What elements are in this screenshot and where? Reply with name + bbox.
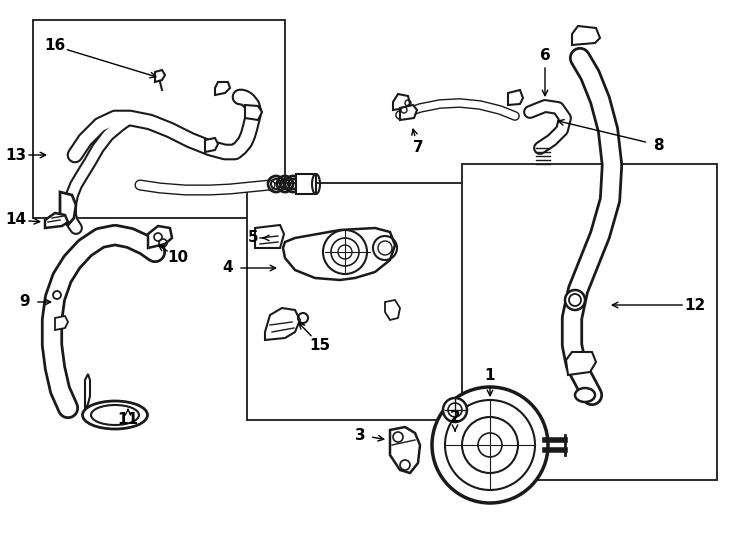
Polygon shape [390, 427, 420, 473]
Circle shape [400, 460, 410, 470]
Polygon shape [45, 213, 68, 228]
Polygon shape [245, 105, 262, 120]
Circle shape [569, 294, 581, 306]
Polygon shape [393, 94, 410, 110]
Polygon shape [155, 70, 165, 82]
Text: 15: 15 [310, 338, 330, 353]
Circle shape [478, 433, 502, 457]
Ellipse shape [82, 401, 148, 429]
Text: 11: 11 [117, 413, 139, 428]
Ellipse shape [91, 405, 139, 425]
Polygon shape [296, 174, 316, 194]
Bar [462, 164, 717, 480]
Polygon shape [60, 192, 76, 225]
Circle shape [393, 432, 403, 442]
Polygon shape [255, 225, 284, 248]
Text: 12: 12 [684, 298, 705, 313]
Circle shape [432, 387, 548, 503]
Text: 16: 16 [44, 38, 65, 53]
Text: 8: 8 [653, 138, 664, 152]
Circle shape [53, 291, 61, 299]
Text: 5: 5 [247, 231, 258, 246]
Text: 13: 13 [5, 147, 26, 163]
Text: 1: 1 [484, 368, 495, 382]
Polygon shape [385, 300, 400, 320]
Circle shape [462, 417, 518, 473]
Text: 9: 9 [20, 294, 30, 309]
Text: 10: 10 [167, 251, 189, 266]
Text: 7: 7 [413, 140, 424, 156]
Polygon shape [283, 228, 395, 280]
Bar [33, 20, 285, 218]
Text: 2: 2 [450, 410, 460, 426]
Text: 14: 14 [5, 213, 26, 227]
Text: 6: 6 [539, 48, 550, 63]
Text: 3: 3 [355, 428, 366, 442]
Circle shape [448, 403, 462, 417]
Polygon shape [85, 374, 90, 410]
Polygon shape [566, 352, 596, 375]
Polygon shape [205, 138, 218, 152]
Text: 4: 4 [222, 260, 233, 275]
Bar [247, 183, 499, 420]
Polygon shape [508, 90, 523, 105]
Polygon shape [572, 26, 600, 45]
Polygon shape [215, 82, 230, 95]
Polygon shape [148, 226, 172, 248]
Circle shape [565, 290, 585, 310]
Circle shape [443, 398, 467, 422]
Circle shape [445, 400, 535, 490]
Ellipse shape [575, 388, 595, 402]
Polygon shape [55, 316, 68, 330]
Polygon shape [400, 105, 417, 120]
Polygon shape [265, 308, 300, 340]
